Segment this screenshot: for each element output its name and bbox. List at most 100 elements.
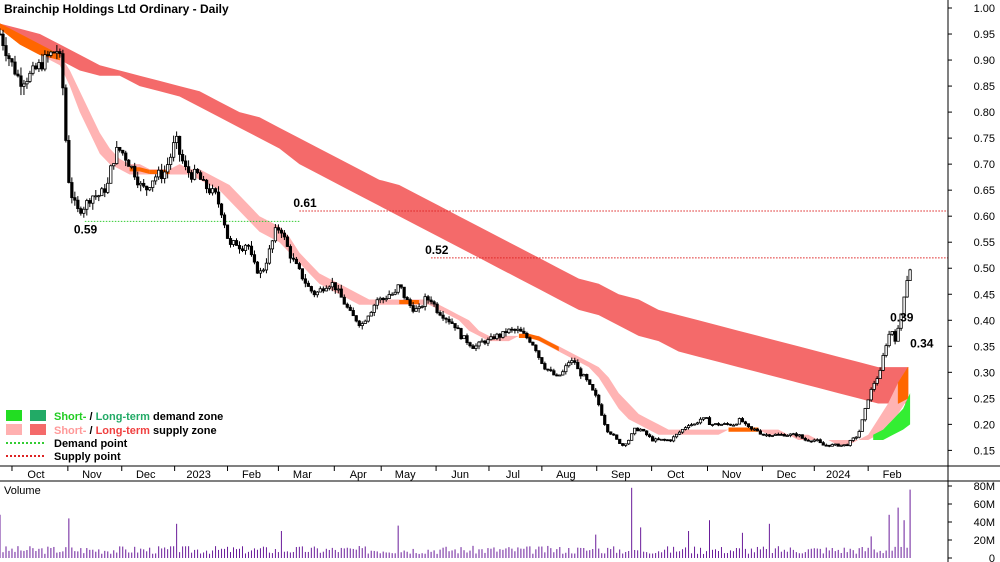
candle-body	[621, 443, 625, 446]
candle-body	[507, 328, 511, 334]
candle-body	[378, 297, 382, 301]
candle-body	[779, 433, 783, 436]
candle-body	[189, 172, 194, 180]
candle-body	[441, 314, 445, 319]
volume-tick-label: 40M	[974, 517, 995, 529]
x-tick-label: Jun	[451, 469, 469, 481]
y-tick-label: 0.40	[974, 315, 995, 327]
candle-body	[549, 369, 553, 372]
candle-body	[70, 182, 74, 199]
candle-body	[525, 332, 529, 339]
x-tick-label: Feb	[883, 469, 902, 481]
candle-body	[683, 427, 688, 430]
candle-body	[396, 284, 400, 293]
candle-body	[282, 232, 287, 238]
candle-body	[142, 182, 146, 187]
candle-body	[857, 431, 861, 438]
candle-body	[486, 339, 490, 344]
candle-body	[130, 165, 134, 168]
candle-body	[169, 156, 173, 165]
y-tick-label: 0.80	[974, 107, 995, 119]
candle-body	[207, 188, 212, 194]
candle-body	[28, 72, 32, 82]
y-tick-label: 0.50	[974, 263, 995, 275]
candle-body	[594, 389, 598, 396]
candle-body	[713, 423, 718, 425]
y-tick-label: 0.95	[974, 29, 995, 41]
candle-body	[115, 146, 119, 164]
legend-short-supply-swatch	[6, 424, 22, 435]
candle-body	[884, 345, 888, 356]
candle-body	[668, 439, 673, 442]
candle-body	[351, 310, 355, 317]
candle-body	[740, 418, 745, 423]
candle-body	[178, 135, 182, 155]
volume-tick-label: 0	[989, 553, 995, 562]
candle-body	[181, 153, 185, 162]
x-tick-label: May	[395, 469, 416, 481]
candle-body	[630, 433, 634, 441]
candle-body	[438, 312, 442, 316]
candle-body	[285, 236, 289, 247]
candle-body	[618, 438, 622, 444]
candle-body	[240, 248, 245, 251]
candle-body	[270, 240, 275, 250]
candle-body	[151, 180, 155, 188]
x-tick-label: Aug	[556, 469, 576, 481]
candle-body	[52, 51, 56, 54]
candle-body	[46, 54, 50, 57]
candle-body	[818, 439, 822, 444]
legend-supply-zone: Short- / Long-term supply zone	[54, 425, 217, 437]
candle-body	[737, 418, 742, 425]
candle-body	[37, 62, 41, 70]
candle-body	[384, 298, 388, 301]
candle-body	[657, 438, 661, 441]
candle-body	[648, 434, 652, 438]
candle-body	[534, 344, 538, 352]
candle-body	[806, 439, 810, 442]
candle-body	[483, 340, 487, 344]
candle-body	[411, 305, 415, 312]
candle-body	[875, 378, 879, 384]
candle-body	[261, 269, 266, 272]
candle-body	[540, 357, 544, 364]
candle-body	[746, 423, 751, 427]
candle-body	[7, 55, 11, 60]
candle-body	[234, 240, 239, 246]
candle-body	[13, 61, 17, 75]
candle-body	[686, 425, 691, 428]
candle-body	[782, 434, 786, 437]
candle-body	[908, 269, 912, 281]
candle-body	[133, 165, 137, 178]
candle-body	[432, 301, 436, 305]
candle-body	[166, 164, 170, 173]
candle-body	[851, 437, 855, 441]
candle-body	[899, 313, 903, 329]
candle-body	[112, 163, 116, 167]
candle-body	[157, 169, 161, 178]
chart-title: Brainchip Holdings Ltd Ordinary - Daily	[4, 2, 229, 16]
candle-body	[25, 81, 29, 85]
candle-body	[692, 423, 697, 426]
candle-body	[854, 436, 858, 439]
candle-body	[770, 435, 774, 437]
candle-body	[357, 320, 361, 327]
candle-body	[148, 187, 152, 191]
candle-body	[360, 323, 364, 327]
candle-body	[402, 286, 406, 298]
candle-body	[175, 135, 179, 144]
volume-tick-label: 80M	[974, 481, 995, 493]
candle-body	[315, 291, 319, 296]
candle-body	[878, 369, 882, 380]
candle-body	[228, 238, 233, 245]
candle-body	[573, 360, 577, 363]
candle-body	[124, 152, 128, 161]
candle-body	[624, 443, 628, 446]
candle-body	[231, 240, 236, 245]
candle-body	[671, 436, 676, 442]
candle-body	[821, 442, 825, 446]
candle-body	[848, 440, 852, 446]
candle-body	[192, 168, 197, 180]
candle-body	[645, 430, 649, 436]
y-tick-label: 0.55	[974, 237, 995, 249]
